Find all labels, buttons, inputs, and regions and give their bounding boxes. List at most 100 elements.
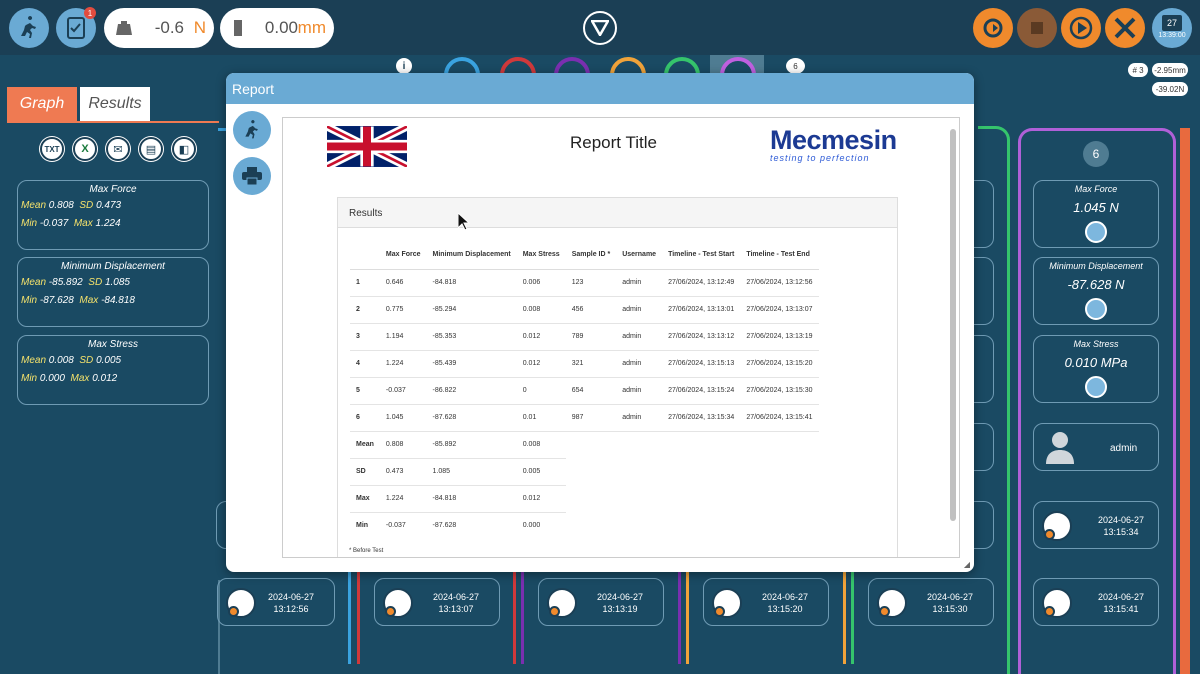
table-cell: 27/06/2024, 13:15:24 — [662, 377, 741, 405]
play-icon[interactable] — [1061, 8, 1101, 48]
company-tagline: testing to perfection — [770, 153, 870, 163]
results-panel: Results Max Force Minimum Displacement M… — [337, 197, 898, 557]
report-dialog-title: Report — [226, 73, 974, 104]
timeline-line-green — [978, 126, 1010, 674]
scrollbar-thumb[interactable] — [950, 129, 956, 521]
calendar-time: 13:39:00 — [1158, 31, 1186, 39]
summary-row: Min -0.037 -87.628 0.000 — [350, 512, 819, 539]
table-row: 4 1.224 -85.439 0.012 321 admin 27/06/20… — [350, 350, 819, 378]
graph-icon[interactable] — [1085, 221, 1107, 243]
column-header: Username — [616, 241, 663, 270]
displacement-unit: mm — [297, 18, 326, 37]
info-icon[interactable]: i — [396, 58, 412, 74]
hidden-card — [972, 335, 994, 403]
table-cell: 0.01 — [516, 404, 566, 432]
graph-icon[interactable] — [1085, 298, 1107, 320]
run-test-icon[interactable] — [9, 8, 49, 48]
tab-graph[interactable]: Graph — [7, 87, 77, 121]
results-heading: Results — [338, 198, 897, 228]
tools-icon[interactable] — [1105, 8, 1145, 48]
calendar-icon[interactable]: 27 13:39:00 — [1152, 8, 1192, 48]
top-toolbar: 1 -0.6 N 0.00 mm 27 13:39:00 — [0, 0, 1200, 55]
table-cell: -87.628 — [426, 404, 517, 432]
table-cell: 0.808 — [379, 431, 427, 459]
active-test-frame — [1018, 128, 1176, 674]
timeline-line-6 — [686, 570, 689, 664]
table-cell: -84.818 — [426, 269, 517, 297]
export-excel-icon[interactable]: X — [73, 137, 97, 161]
time-card-time: 13:15:20 — [767, 604, 803, 614]
summary-row: SD 0.473 1.085 0.005 — [350, 458, 819, 486]
user-card: admin — [1033, 423, 1159, 471]
timeline-line-7 — [843, 570, 846, 664]
stat-label: Max — [73, 218, 93, 229]
clock-icon — [383, 588, 413, 618]
stat-label: Mean — [21, 277, 47, 288]
test-count-chip: 6 — [786, 58, 805, 74]
graph-icon[interactable] — [1085, 376, 1107, 398]
clock-icon — [877, 588, 907, 618]
report-title: Report Title — [570, 133, 657, 152]
column-header: Timeline - Test Start — [662, 241, 741, 270]
table-cell: 1.045 — [379, 404, 427, 432]
stat-value: 0.808 — [48, 200, 74, 211]
time-card-date: 2024-06-27 — [927, 592, 974, 602]
table-row: 2 0.775 -85.294 0.008 456 admin 27/06/20… — [350, 296, 819, 324]
time-card[interactable]: 2024-06-27 13:15:30 — [868, 578, 994, 626]
email-icon[interactable]: ✉ — [106, 137, 130, 161]
run-back-icon[interactable] — [233, 111, 271, 149]
export-txt-icon[interactable]: TXT — [40, 137, 64, 161]
test-index-chip: # 3 — [1128, 63, 1148, 77]
report-scrollbar[interactable] — [950, 124, 956, 552]
result-card-value: 1.045 N — [1073, 200, 1119, 215]
stop-icon[interactable] — [1017, 8, 1057, 48]
stat-label: SD — [79, 200, 94, 211]
table-cell: 3 — [350, 323, 380, 351]
stat-label: SD — [88, 277, 103, 288]
table-cell: 0.012 — [516, 350, 566, 378]
table-cell: 6 — [350, 404, 380, 432]
displacement-readout: 0.00 mm — [220, 8, 334, 48]
stat-label: Min — [21, 218, 38, 229]
time-card[interactable]: 2024-06-27 13:13:19 — [538, 578, 664, 626]
refresh-icon[interactable] — [973, 8, 1013, 48]
time-card[interactable]: 2024-06-27 13:12:56 — [217, 578, 335, 626]
hidden-card — [972, 180, 994, 248]
stat-value: -84.818 — [101, 295, 135, 306]
table-cell: admin — [616, 404, 663, 432]
table-cell: 0.006 — [516, 269, 566, 297]
right-edge-strip — [1180, 128, 1190, 674]
app-logo-icon — [583, 11, 617, 45]
clipboard-icon[interactable]: ◧ — [172, 137, 196, 161]
time-card[interactable]: 2024-06-27 13:15:34 — [1033, 501, 1159, 549]
table-cell: 27/06/2024, 13:15:41 — [740, 404, 819, 432]
table-row: 6 1.045 -87.628 0.01 987 admin 27/06/202… — [350, 404, 819, 432]
report-preview[interactable]: Report Title Mecmesin testing to perfect… — [282, 117, 960, 558]
table-cell: 27/06/2024, 13:15:30 — [740, 377, 819, 405]
table-cell: 0 — [516, 377, 566, 405]
hidden-card — [972, 423, 994, 471]
stat-label: Min — [21, 373, 38, 384]
time-card[interactable]: 2024-06-27 13:15:41 — [1033, 578, 1159, 626]
resize-handle[interactable]: ◢ — [963, 560, 970, 569]
tab-results[interactable]: Results — [80, 87, 150, 121]
time-card[interactable]: 2024-06-27 13:13:07 — [374, 578, 500, 626]
table-cell: Max — [350, 485, 380, 513]
stat-card-min-displacement: Minimum Displacement Mean -85.892 SD 1.0… — [17, 257, 209, 327]
stat-label: Max — [70, 373, 90, 384]
report-icon[interactable]: ▤ — [139, 137, 163, 161]
summary-row: Max 1.224 -84.818 0.012 — [350, 485, 819, 513]
table-cell: -85.294 — [426, 296, 517, 324]
hidden-card — [972, 257, 994, 325]
timeline-line-blue-top — [218, 128, 226, 131]
table-cell: 0.008 — [516, 296, 566, 324]
stat-label: Max — [79, 295, 99, 306]
timeline-line-1 — [348, 570, 351, 664]
empty-cell — [566, 431, 819, 458]
result-card-max-stress: Max Stress 0.010 MPa — [1033, 335, 1159, 403]
stat-label: Min — [21, 295, 38, 306]
stat-value: -85.892 — [48, 277, 83, 288]
time-card[interactable]: 2024-06-27 13:15:20 — [703, 578, 829, 626]
table-cell: -87.628 — [432, 522, 457, 530]
print-icon[interactable] — [233, 157, 271, 195]
